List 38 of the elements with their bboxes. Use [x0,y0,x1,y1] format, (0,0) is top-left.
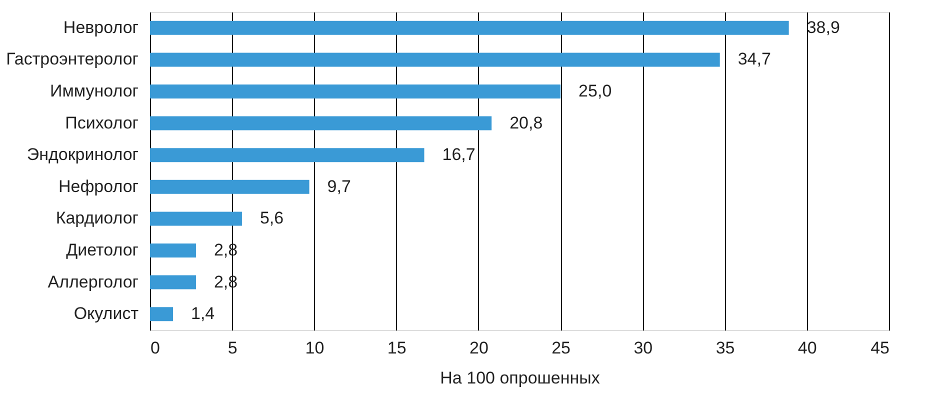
data-label: 25,0 [578,82,612,100]
y-tick-label: Окулист [74,304,139,324]
bar [150,212,242,226]
x-tick-label: 35 [716,338,735,358]
x-tick-label: 5 [228,338,238,358]
y-tick-label: Психолог [65,113,138,132]
bar [150,52,720,67]
y-tick-label: Кардиолог [56,208,138,228]
x-tick-label: 10 [305,338,324,358]
x-tick-label: 40 [798,338,817,358]
bar [150,244,196,258]
bar [150,148,424,162]
x-axis-title: На 100 опрошенных [440,368,600,388]
data-label: 5,6 [260,208,284,228]
data-label: 34,7 [738,50,771,69]
y-tick-label: Диетолог [66,240,138,260]
bar [150,180,310,194]
x-tick-label: 45 [870,338,890,358]
x-tick-label: 20 [469,338,488,358]
data-label: 16,7 [442,145,476,164]
bar [150,84,561,98]
data-label: 20,8 [510,113,543,132]
y-tick-label: Аллерголог [48,272,138,292]
y-tick-label: Нефролог [58,176,138,196]
y-tick-label: Невролог [63,18,138,37]
bar [150,307,173,322]
y-tick-label: Эндокринолог [26,145,138,164]
y-tick-label: Гастроэнтеролог [6,50,138,69]
x-tick-label: 15 [387,338,406,358]
bar [150,20,789,35]
data-label: 1,4 [190,304,215,324]
x-tick-label: 30 [634,338,653,358]
bar [150,275,196,290]
bar [150,116,492,130]
x-tick-label: 0 [150,338,160,358]
x-tick-label: 25 [552,338,571,358]
y-tick-label: Иммунолог [50,82,138,100]
data-label: 9,7 [327,176,351,196]
